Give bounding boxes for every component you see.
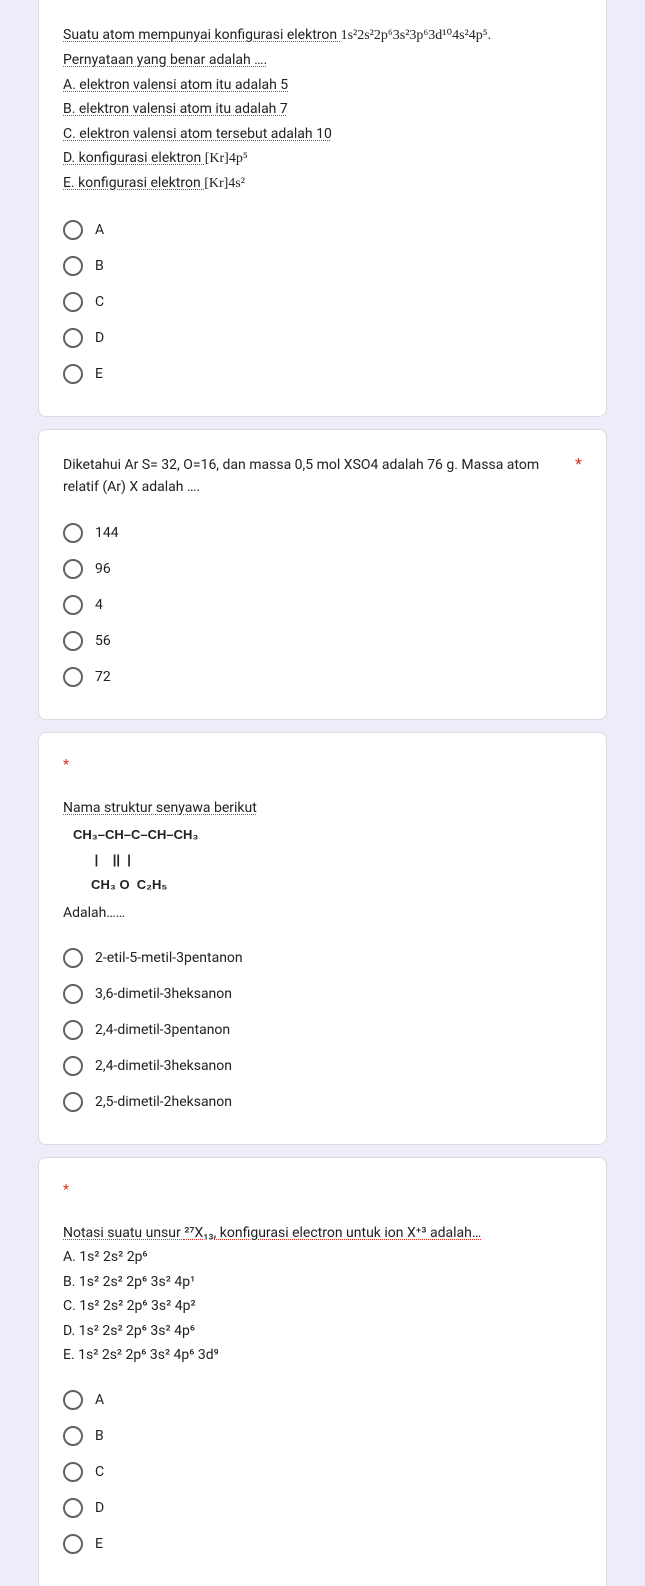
radio-icon — [63, 595, 83, 615]
option-label: 72 — [95, 669, 111, 685]
q2-text: Diketahui Ar S= 32, O=16, dan massa 0,5 … — [63, 454, 571, 499]
q3-option-2[interactable]: 2,4-dimetil-3pentanon — [63, 1012, 582, 1048]
q1-config: 1s²2s²2p⁶3s²3p⁶3d¹⁰4s²4p⁵ — [341, 28, 488, 43]
q3-option-3[interactable]: 2,4-dimetil-3heksanon — [63, 1048, 582, 1084]
radio-icon — [63, 667, 83, 687]
option-label: 144 — [95, 525, 119, 541]
question-card-3: * Nama struktur senyawa berikut CH₃–CH–C… — [38, 732, 607, 1145]
q3-struct1: CH₃–CH–C–CH–CH₃ — [73, 827, 582, 844]
radio-icon — [63, 1092, 83, 1112]
radio-icon — [63, 292, 83, 312]
question-1-text: Suatu atom mempunyai konfigurasi elektro… — [63, 24, 582, 196]
q3-struct2: | || | — [73, 852, 582, 869]
q4-option-d[interactable]: D — [63, 1490, 582, 1526]
option-label: 56 — [95, 633, 111, 649]
q3-struct3: CH₃ O C₂H₅ — [73, 877, 582, 894]
radio-icon — [63, 948, 83, 968]
option-label: 2,4-dimetil-3heksanon — [95, 1058, 232, 1074]
radio-icon — [63, 1020, 83, 1040]
q3-option-4[interactable]: 2,5-dimetil-2heksanon — [63, 1084, 582, 1120]
required-icon: * — [575, 454, 582, 473]
radio-icon — [63, 220, 83, 240]
q4-c: C. 1s² 2s² 2p⁶ 3s² 4p² — [63, 1295, 582, 1317]
q3-intro: Nama struktur senyawa berikut — [63, 800, 257, 816]
q1-options: A B C D E — [63, 212, 582, 392]
q4-text: Notasi suatu unsur ²⁷X₁₃, konfigurasi el… — [63, 1222, 582, 1366]
option-label: 2,4-dimetil-3pentanon — [95, 1022, 230, 1038]
q1-opt-a: A. elektron valensi atom itu adalah 5 — [63, 77, 288, 93]
q4-option-b[interactable]: B — [63, 1418, 582, 1454]
radio-icon — [63, 1390, 83, 1410]
q1-opt-b: B. elektron valensi atom itu adalah 7 — [63, 101, 288, 117]
radio-icon — [63, 256, 83, 276]
question-card-4: * Notasi suatu unsur ²⁷X₁₃, konfigurasi … — [38, 1157, 607, 1586]
radio-icon — [63, 984, 83, 1004]
q1-opt-c: C. elektron valensi atom tersebut adalah… — [63, 126, 332, 142]
q2-option-3[interactable]: 56 — [63, 623, 582, 659]
question-card-2: Diketahui Ar S= 32, O=16, dan massa 0,5 … — [38, 429, 607, 720]
option-label: 96 — [95, 561, 111, 577]
radio-icon — [63, 1534, 83, 1554]
q2-option-0[interactable]: 144 — [63, 515, 582, 551]
radio-icon — [63, 1498, 83, 1518]
question-card-1: Suatu atom mempunyai konfigurasi elektro… — [38, 0, 607, 417]
q3-option-1[interactable]: 3,6-dimetil-3heksanon — [63, 976, 582, 1012]
q4-e: E. 1s² 2s² 2p⁶ 3s² 4p⁶ 3d⁹ — [63, 1344, 582, 1366]
option-label: C — [95, 1464, 104, 1480]
q4-b: B. 1s² 2s² 2p⁶ 3s² 4p¹ — [63, 1271, 582, 1293]
q2-option-2[interactable]: 4 — [63, 587, 582, 623]
q3-options: 2-etil-5-metil-3pentanon 3,6-dimetil-3he… — [63, 940, 582, 1120]
q4-option-e[interactable]: E — [63, 1526, 582, 1562]
radio-icon — [63, 523, 83, 543]
option-label: E — [95, 1536, 103, 1552]
radio-icon — [63, 328, 83, 348]
q2-option-4[interactable]: 72 — [63, 659, 582, 695]
option-label: C — [95, 294, 104, 310]
radio-icon — [63, 559, 83, 579]
q1-option-c[interactable]: C — [63, 284, 582, 320]
required-icon: * — [63, 1182, 582, 1198]
q1-intro: Suatu atom mempunyai konfigurasi elektro… — [63, 27, 341, 43]
q4-option-a[interactable]: A — [63, 1382, 582, 1418]
q4-a: A. 1s² 2s² 2p⁶ — [63, 1246, 582, 1268]
option-label: A — [95, 222, 104, 238]
q1-e-form: [Kr]4s² — [204, 176, 245, 191]
q1-line2: Pernyataan yang benar adalah …. — [63, 52, 267, 68]
option-label: D — [95, 1500, 104, 1516]
option-label: 2,5-dimetil-2heksanon — [95, 1094, 232, 1110]
q4-option-c[interactable]: C — [63, 1454, 582, 1490]
radio-icon — [63, 1056, 83, 1076]
option-label: A — [95, 1392, 104, 1408]
option-label: 2-etil-5-metil-3pentanon — [95, 950, 243, 966]
option-label: 4 — [95, 597, 103, 613]
option-label: B — [95, 1428, 104, 1444]
q4-intro-mid: ²⁷X₁₃, konfigurasi — [184, 1225, 288, 1241]
q4-intro-pre: Notasi suatu unsur — [63, 1225, 184, 1241]
required-icon: * — [63, 757, 582, 773]
q4-intro-post: electron untuk ion X⁺³ adalah… — [289, 1225, 482, 1241]
radio-icon — [63, 364, 83, 384]
q1-option-b[interactable]: B — [63, 248, 582, 284]
radio-icon — [63, 1462, 83, 1482]
q1-e-pre: E. konfigurasi elektron — [63, 175, 204, 191]
q2-options: 144 96 4 56 72 — [63, 515, 582, 695]
q2-option-1[interactable]: 96 — [63, 551, 582, 587]
radio-icon — [63, 631, 83, 651]
q3-option-0[interactable]: 2-etil-5-metil-3pentanon — [63, 940, 582, 976]
q4-d: D. 1s² 2s² 2p⁶ 3s² 4p⁶ — [63, 1320, 582, 1342]
q1-d-form: [Kr]4p⁵ — [205, 151, 248, 166]
q1-option-a[interactable]: A — [63, 212, 582, 248]
radio-icon — [63, 1426, 83, 1446]
q3-text: Nama struktur senyawa berikut CH₃–CH–C–C… — [63, 797, 582, 924]
q1-option-e[interactable]: E — [63, 356, 582, 392]
option-label: 3,6-dimetil-3heksanon — [95, 986, 232, 1002]
option-label: E — [95, 366, 103, 382]
q1-option-d[interactable]: D — [63, 320, 582, 356]
q3-outro: Adalah…… — [63, 902, 582, 924]
option-label: B — [95, 258, 104, 274]
q4-options: A B C D E — [63, 1382, 582, 1562]
q1-d-pre: D. konfigurasi elektron — [63, 150, 205, 166]
option-label: D — [95, 330, 104, 346]
